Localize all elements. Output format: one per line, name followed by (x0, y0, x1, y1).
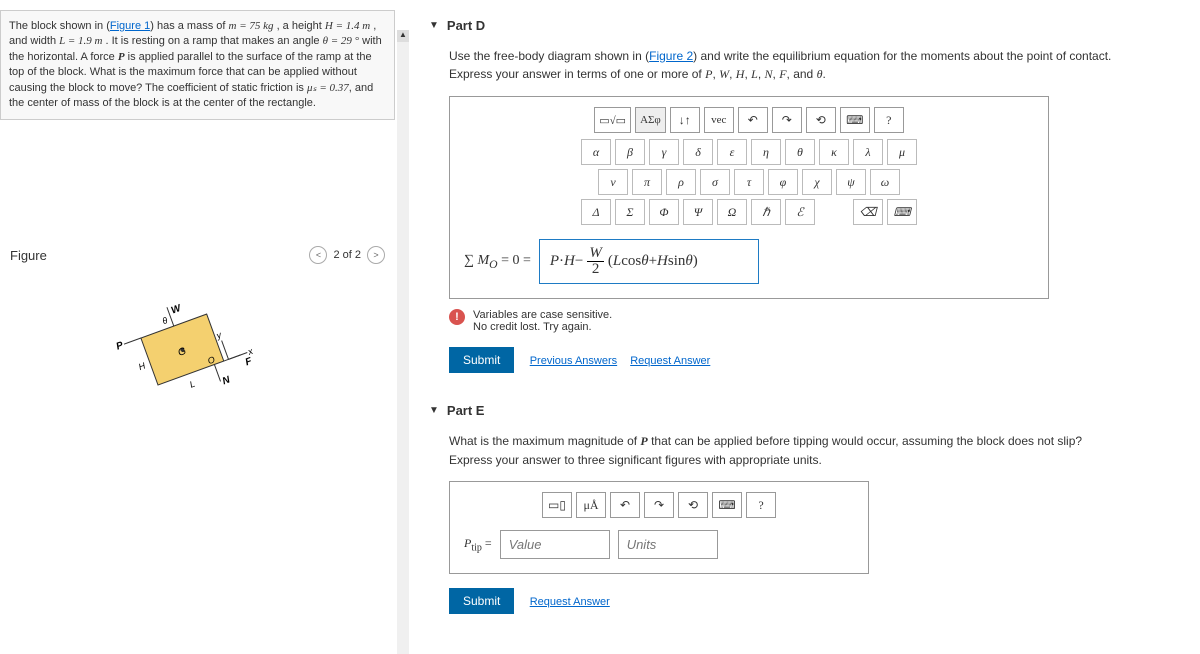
equation-toolbar: ▭√▭ ΑΣφ ↓↑ vec ↶ ↷ ⟲ ⌨ ? (464, 107, 1034, 133)
greek-beta[interactable]: β (615, 139, 645, 165)
redo-button[interactable]: ↷ (772, 107, 802, 133)
keyboard-button-e[interactable]: ⌨ (712, 492, 742, 518)
caret-down-icon: ▼ (429, 405, 439, 416)
equation-input[interactable]: P · H − W2 (L cos θ + H sin θ) (539, 239, 759, 284)
undo-button[interactable]: ↶ (738, 107, 768, 133)
left-column: The block shown in (Figure 1) has a mass… (0, 0, 395, 654)
templates-button-e[interactable]: ▭▯ (542, 492, 572, 518)
greek-theta[interactable]: θ (785, 139, 815, 165)
units-input[interactable] (618, 530, 718, 559)
greek-row-2: ν π ρ σ τ φ χ ψ ω (464, 169, 1034, 195)
reset-button-e[interactable]: ⟲ (678, 492, 708, 518)
part-d-instruction2: Express your answer in terms of one or m… (449, 67, 1180, 82)
previous-answers-link[interactable]: Previous Answers (530, 355, 617, 367)
figure-pager: < 2 of 2 > (309, 246, 385, 264)
svg-text:P: P (114, 340, 124, 353)
submit-button-e[interactable]: Submit (449, 588, 514, 614)
greek-delta[interactable]: δ (683, 139, 713, 165)
greek-omega[interactable]: ω (870, 169, 900, 195)
greek-tau[interactable]: τ (734, 169, 764, 195)
part-d-instruction: Use the free-body diagram shown in (Figu… (449, 49, 1180, 63)
keyboard-button[interactable]: ⌨ (840, 107, 870, 133)
greek-Psi[interactable]: Ψ (683, 199, 713, 225)
part-e-instruction2: Express your answer to three significant… (449, 453, 1180, 467)
part-e-header[interactable]: ▼ Part E (429, 403, 1180, 418)
part-d-answer-box: ▭√▭ ΑΣφ ↓↑ vec ↶ ↷ ⟲ ⌨ ? α β γ δ ε η (449, 96, 1049, 299)
templates-button[interactable]: ▭√▭ (594, 107, 631, 133)
figure-next-button[interactable]: > (367, 246, 385, 264)
backspace-button[interactable]: ⌫ (853, 199, 883, 225)
part-e-instruction: What is the maximum magnitude of P that … (449, 434, 1180, 449)
scroll-up-icon[interactable]: ▲ (397, 30, 409, 42)
greek-kappa[interactable]: κ (819, 139, 849, 165)
units-button[interactable]: μÅ (576, 492, 606, 518)
request-answer-link-d[interactable]: Request Answer (630, 355, 710, 367)
greek-phi[interactable]: φ (768, 169, 798, 195)
figure2-link[interactable]: Figure 2 (649, 49, 693, 63)
greek-sigma[interactable]: σ (700, 169, 730, 195)
greek-psi[interactable]: ψ (836, 169, 866, 195)
undo-button-e[interactable]: ↶ (610, 492, 640, 518)
greek-epsilon[interactable]: ε (717, 139, 747, 165)
request-answer-link-e[interactable]: Request Answer (530, 596, 610, 608)
greek-Omega[interactable]: Ω (717, 199, 747, 225)
value-input[interactable] (500, 530, 610, 559)
svg-text:F: F (243, 356, 253, 369)
figure-prev-button[interactable]: < (309, 246, 327, 264)
figure-image: G x y P W N F O H L θ (98, 290, 298, 433)
greek-mu[interactable]: μ (887, 139, 917, 165)
help-button-e[interactable]: ? (746, 492, 776, 518)
greek-alpha[interactable]: α (581, 139, 611, 165)
part-d-header[interactable]: ▼ Part D (429, 18, 1180, 33)
help-button[interactable]: ? (874, 107, 904, 133)
reset-button[interactable]: ⟲ (806, 107, 836, 133)
greek-pi[interactable]: π (632, 169, 662, 195)
figure1-link[interactable]: Figure 1 (110, 20, 150, 32)
caret-down-icon: ▼ (429, 20, 439, 31)
figure-title: Figure (10, 248, 47, 263)
greek-nu[interactable]: ν (598, 169, 628, 195)
greek-gamma[interactable]: γ (649, 139, 679, 165)
greek-row-3: Δ Σ Φ Ψ Ω ℏ ℰ ⌫ ⌨ (464, 199, 1034, 225)
ptip-label: Ptip = (464, 536, 492, 553)
right-column: ▼ Part D Use the free-body diagram shown… (409, 0, 1200, 654)
svg-text:L: L (188, 379, 196, 390)
greek-lambda[interactable]: λ (853, 139, 883, 165)
svg-text:x: x (245, 346, 254, 357)
redo-button-e[interactable]: ↷ (644, 492, 674, 518)
greek-hbar[interactable]: ℏ (751, 199, 781, 225)
error-icon: ! (449, 309, 465, 325)
subscript-button[interactable]: ↓↑ (670, 107, 700, 133)
vector-button[interactable]: vec (704, 107, 734, 133)
units-toolbar: ▭▯ μÅ ↶ ↷ ⟲ ⌨ ? (464, 492, 854, 518)
greek-eta[interactable]: η (751, 139, 781, 165)
equation-lhs: ∑ MO = 0 = (464, 253, 531, 271)
greek-chi[interactable]: χ (802, 169, 832, 195)
symbols-button[interactable]: ΑΣφ (635, 107, 666, 133)
submit-button-d[interactable]: Submit (449, 347, 514, 373)
problem-statement: The block shown in (Figure 1) has a mass… (0, 10, 395, 120)
svg-text:θ: θ (160, 316, 168, 327)
figure-section: Figure < 2 of 2 > G x y P W (0, 240, 395, 433)
svg-text:N: N (221, 375, 232, 388)
left-scroll-track[interactable]: ▲ (397, 30, 409, 654)
svg-text:W: W (169, 303, 183, 317)
greek-Sigma[interactable]: Σ (615, 199, 645, 225)
feedback-message: ! Variables are case sensitive. No credi… (449, 309, 1180, 333)
greek-Delta[interactable]: Δ (581, 199, 611, 225)
svg-text:H: H (137, 361, 147, 373)
greek-row-1: α β γ δ ε η θ κ λ μ (464, 139, 1034, 165)
greek-script-E[interactable]: ℰ (785, 199, 815, 225)
keyboard-toggle[interactable]: ⌨ (887, 199, 917, 225)
part-e-answer-box: ▭▯ μÅ ↶ ↷ ⟲ ⌨ ? Ptip = (449, 481, 869, 574)
greek-rho[interactable]: ρ (666, 169, 696, 195)
greek-Phi[interactable]: Φ (649, 199, 679, 225)
